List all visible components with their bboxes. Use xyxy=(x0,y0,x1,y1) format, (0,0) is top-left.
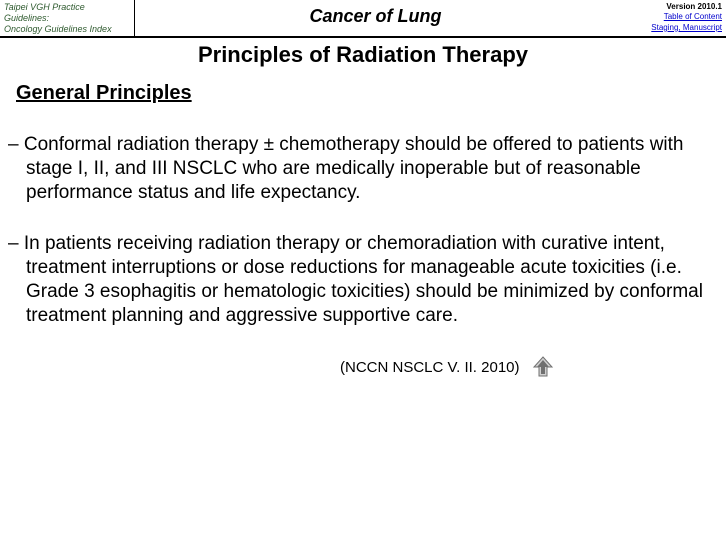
section-title: Principles of Radiation Therapy xyxy=(0,42,726,68)
page-header: Taipei VGH Practice Guidelines: Oncology… xyxy=(0,0,726,38)
bullet-item: In patients receiving radiation therapy … xyxy=(26,232,708,327)
guidelines-source-line2: Guidelines: xyxy=(4,13,130,24)
staging-manuscript-link[interactable]: Staging, Manuscript xyxy=(620,23,722,33)
header-left-block: Taipei VGH Practice Guidelines: Oncology… xyxy=(0,0,135,36)
table-of-content-link[interactable]: Table of Content xyxy=(620,12,722,22)
version-label: Version 2010.1 xyxy=(620,2,722,12)
return-up-icon[interactable] xyxy=(530,355,556,379)
page-title: Cancer of Lung xyxy=(135,0,616,36)
reference-row: (NCCN NSCLC V. II. 2010) xyxy=(340,355,726,379)
reference-text: (NCCN NSCLC V. II. 2010) xyxy=(340,359,520,376)
bullet-item: Conformal radiation therapy ± chemothera… xyxy=(26,133,708,204)
subsection-heading: General Principles xyxy=(16,82,726,105)
oncology-index: Oncology Guidelines Index xyxy=(4,24,130,35)
guidelines-source-line1: Taipei VGH Practice xyxy=(4,2,130,13)
header-right-block: Version 2010.1 Table of Content Staging,… xyxy=(616,0,726,36)
